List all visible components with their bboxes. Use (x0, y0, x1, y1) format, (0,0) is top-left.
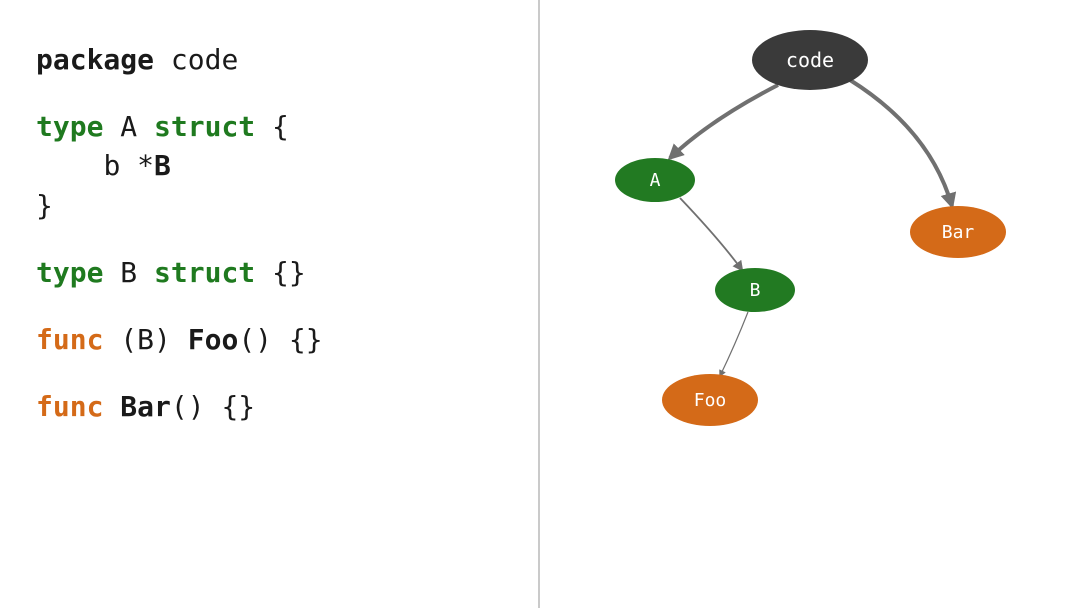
braces: {} (272, 256, 306, 289)
kw-struct: struct (154, 256, 255, 289)
blank-line (36, 79, 502, 107)
type-name-A: A (120, 110, 137, 143)
kw-func: func (36, 323, 103, 356)
code-panel: package code type A struct { b *B } type… (0, 0, 540, 608)
func-name-bar: Bar (120, 390, 171, 423)
kw-struct: struct (154, 110, 255, 143)
graph-edge-A-B (680, 198, 742, 270)
kw-type: type (36, 110, 103, 143)
code-line-7: func Bar() {} (36, 387, 502, 426)
kw-package: package (36, 43, 154, 76)
parens: () (238, 323, 272, 356)
blank-line (36, 225, 502, 253)
kw-type: type (36, 256, 103, 289)
graph-node-Bar: Bar (910, 206, 1006, 258)
field-type: B (154, 149, 171, 182)
pkg-name: code (171, 43, 238, 76)
code-line-5: type B struct {} (36, 253, 502, 292)
star: * (137, 149, 154, 182)
graph-node-A: A (615, 158, 695, 202)
graph-node-B: B (715, 268, 795, 312)
graph-edges (540, 0, 1080, 608)
brace-close: } (36, 189, 53, 222)
graph-node-Foo: Foo (662, 374, 758, 426)
graph-edge-code-Bar (850, 80, 952, 206)
type-name-B: B (120, 256, 137, 289)
parens: () (171, 390, 205, 423)
graph-edge-B-Foo (720, 312, 748, 376)
braces: {} (289, 323, 323, 356)
receiver: (B) (120, 323, 171, 356)
blank-line (36, 359, 502, 387)
graph-panel: code A Bar B Foo (540, 0, 1080, 608)
code-line-6: func (B) Foo() {} (36, 320, 502, 359)
brace-open: { (272, 110, 289, 143)
braces: {} (221, 390, 255, 423)
code-line-3: b *B (36, 146, 502, 185)
blank-line (36, 292, 502, 320)
func-name-foo: Foo (188, 323, 239, 356)
code-line-1: package code (36, 40, 502, 79)
field-name: b (103, 149, 120, 182)
graph-node-code: code (752, 30, 868, 90)
graph-edge-code-A (670, 85, 778, 158)
code-line-2: type A struct { (36, 107, 502, 146)
code-line-4: } (36, 186, 502, 225)
kw-func: func (36, 390, 103, 423)
